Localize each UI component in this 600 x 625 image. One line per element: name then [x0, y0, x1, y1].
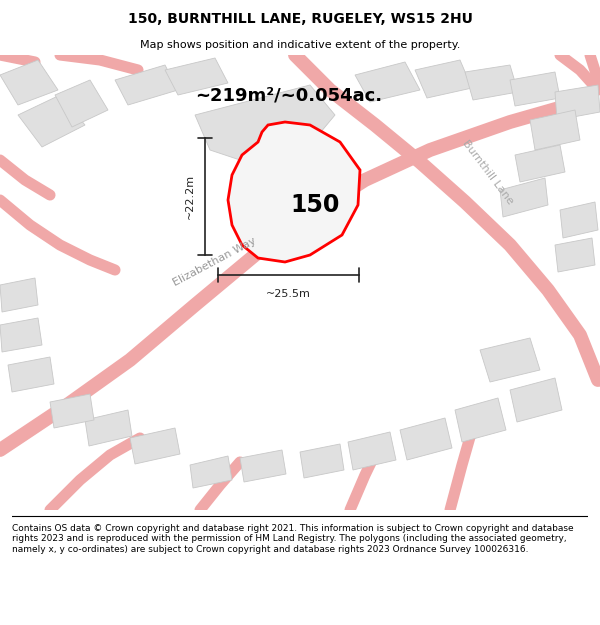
Polygon shape [0, 278, 38, 312]
Polygon shape [50, 394, 94, 428]
Polygon shape [348, 432, 396, 470]
Polygon shape [530, 110, 580, 150]
Polygon shape [510, 378, 562, 422]
Polygon shape [165, 58, 228, 95]
Polygon shape [510, 72, 560, 106]
Polygon shape [560, 202, 598, 238]
Text: Elizabethan Way: Elizabethan Way [172, 236, 258, 288]
Polygon shape [555, 238, 595, 272]
Polygon shape [195, 85, 335, 160]
Polygon shape [500, 178, 548, 217]
Polygon shape [228, 122, 360, 262]
Text: Contains OS data © Crown copyright and database right 2021. This information is : Contains OS data © Crown copyright and d… [12, 524, 574, 554]
Polygon shape [190, 456, 232, 488]
Polygon shape [465, 65, 518, 100]
Polygon shape [415, 60, 472, 98]
Text: 150, BURNTHILL LANE, RUGELEY, WS15 2HU: 150, BURNTHILL LANE, RUGELEY, WS15 2HU [128, 12, 472, 26]
Polygon shape [18, 95, 85, 147]
Polygon shape [300, 444, 344, 478]
Polygon shape [115, 65, 178, 105]
Text: 150: 150 [290, 193, 340, 217]
Text: ~219m²/~0.054ac.: ~219m²/~0.054ac. [195, 86, 382, 104]
Polygon shape [455, 398, 506, 442]
Polygon shape [355, 62, 420, 102]
Polygon shape [240, 450, 286, 482]
Polygon shape [0, 318, 42, 352]
Polygon shape [8, 357, 54, 392]
Text: Burnthill Lane: Burnthill Lane [461, 138, 515, 206]
Polygon shape [555, 85, 600, 120]
Polygon shape [480, 338, 540, 382]
Text: ~25.5m: ~25.5m [266, 289, 311, 299]
Polygon shape [0, 60, 58, 105]
Polygon shape [130, 428, 180, 464]
Text: ~22.2m: ~22.2m [185, 174, 195, 219]
Polygon shape [55, 80, 108, 127]
Text: Map shows position and indicative extent of the property.: Map shows position and indicative extent… [140, 39, 460, 49]
Polygon shape [400, 418, 452, 460]
Polygon shape [515, 145, 565, 182]
Polygon shape [85, 410, 132, 446]
